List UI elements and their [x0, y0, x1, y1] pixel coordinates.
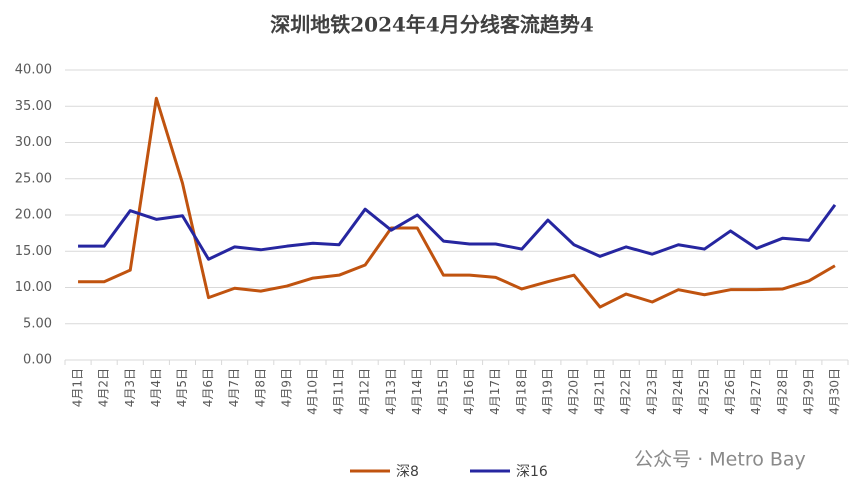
x-tick-label: 4月7日 [227, 368, 241, 407]
x-tick-label: 4月8日 [253, 368, 267, 407]
x-tick-label: 4月5日 [175, 368, 189, 407]
y-tick-label: 0.00 [23, 353, 52, 368]
x-tick-label: 4月4日 [149, 368, 163, 407]
x-tick-label: 4月27日 [749, 368, 763, 415]
x-tick-label: 4月22日 [619, 368, 633, 415]
x-tick-label: 4月26日 [723, 368, 737, 415]
legend-label: 深16 [516, 464, 548, 480]
x-tick-label: 4月14日 [410, 368, 424, 415]
x-tick-label: 4月24日 [671, 368, 685, 415]
x-tick-label: 4月20日 [566, 368, 580, 415]
chart-title: 深圳地铁2024年4月分线客流趋势4 [270, 13, 594, 37]
x-tick-label: 4月13日 [384, 368, 398, 415]
watermark: 公众号 · Metro Bay [634, 449, 806, 471]
data-line [78, 96, 836, 309]
y-tick-label: 10.00 [15, 280, 52, 295]
x-tick-label: 4月2日 [97, 368, 111, 407]
x-tick-label: 4月29日 [801, 368, 815, 415]
x-tick-label: 4月9日 [279, 368, 293, 407]
x-tick-label: 4月16日 [462, 368, 476, 415]
x-tick-label: 4月28日 [775, 368, 789, 415]
y-tick-label: 20.00 [15, 208, 52, 223]
x-tick-label: 4月17日 [488, 368, 502, 415]
y-tick-label: 35.00 [15, 99, 52, 114]
x-tick-label: 4月21日 [593, 368, 607, 415]
x-tick-label: 4月23日 [645, 368, 659, 415]
x-tick-label: 4月11日 [332, 368, 346, 415]
y-tick-label: 15.00 [15, 244, 52, 259]
x-tick-label: 4月18日 [514, 368, 528, 415]
x-tick-label: 4月25日 [697, 368, 711, 415]
x-tick-label: 4月12日 [358, 368, 372, 415]
x-tick-label: 4月1日 [71, 368, 85, 407]
x-tick-label: 4月30日 [827, 368, 841, 415]
y-tick-label: 25.00 [15, 171, 52, 186]
legend-label: 深8 [396, 464, 419, 480]
x-tick-label: 4月15日 [436, 368, 450, 415]
x-tick-label: 4月6日 [201, 368, 215, 407]
x-tick-label: 4月10日 [305, 368, 319, 415]
y-tick-label: 40.00 [15, 63, 52, 78]
x-tick-label: 4月19日 [540, 368, 554, 415]
x-tick-label: 4月3日 [123, 368, 137, 407]
y-tick-label: 5.00 [23, 316, 52, 331]
y-tick-label: 30.00 [15, 135, 52, 150]
data-line [78, 203, 837, 261]
